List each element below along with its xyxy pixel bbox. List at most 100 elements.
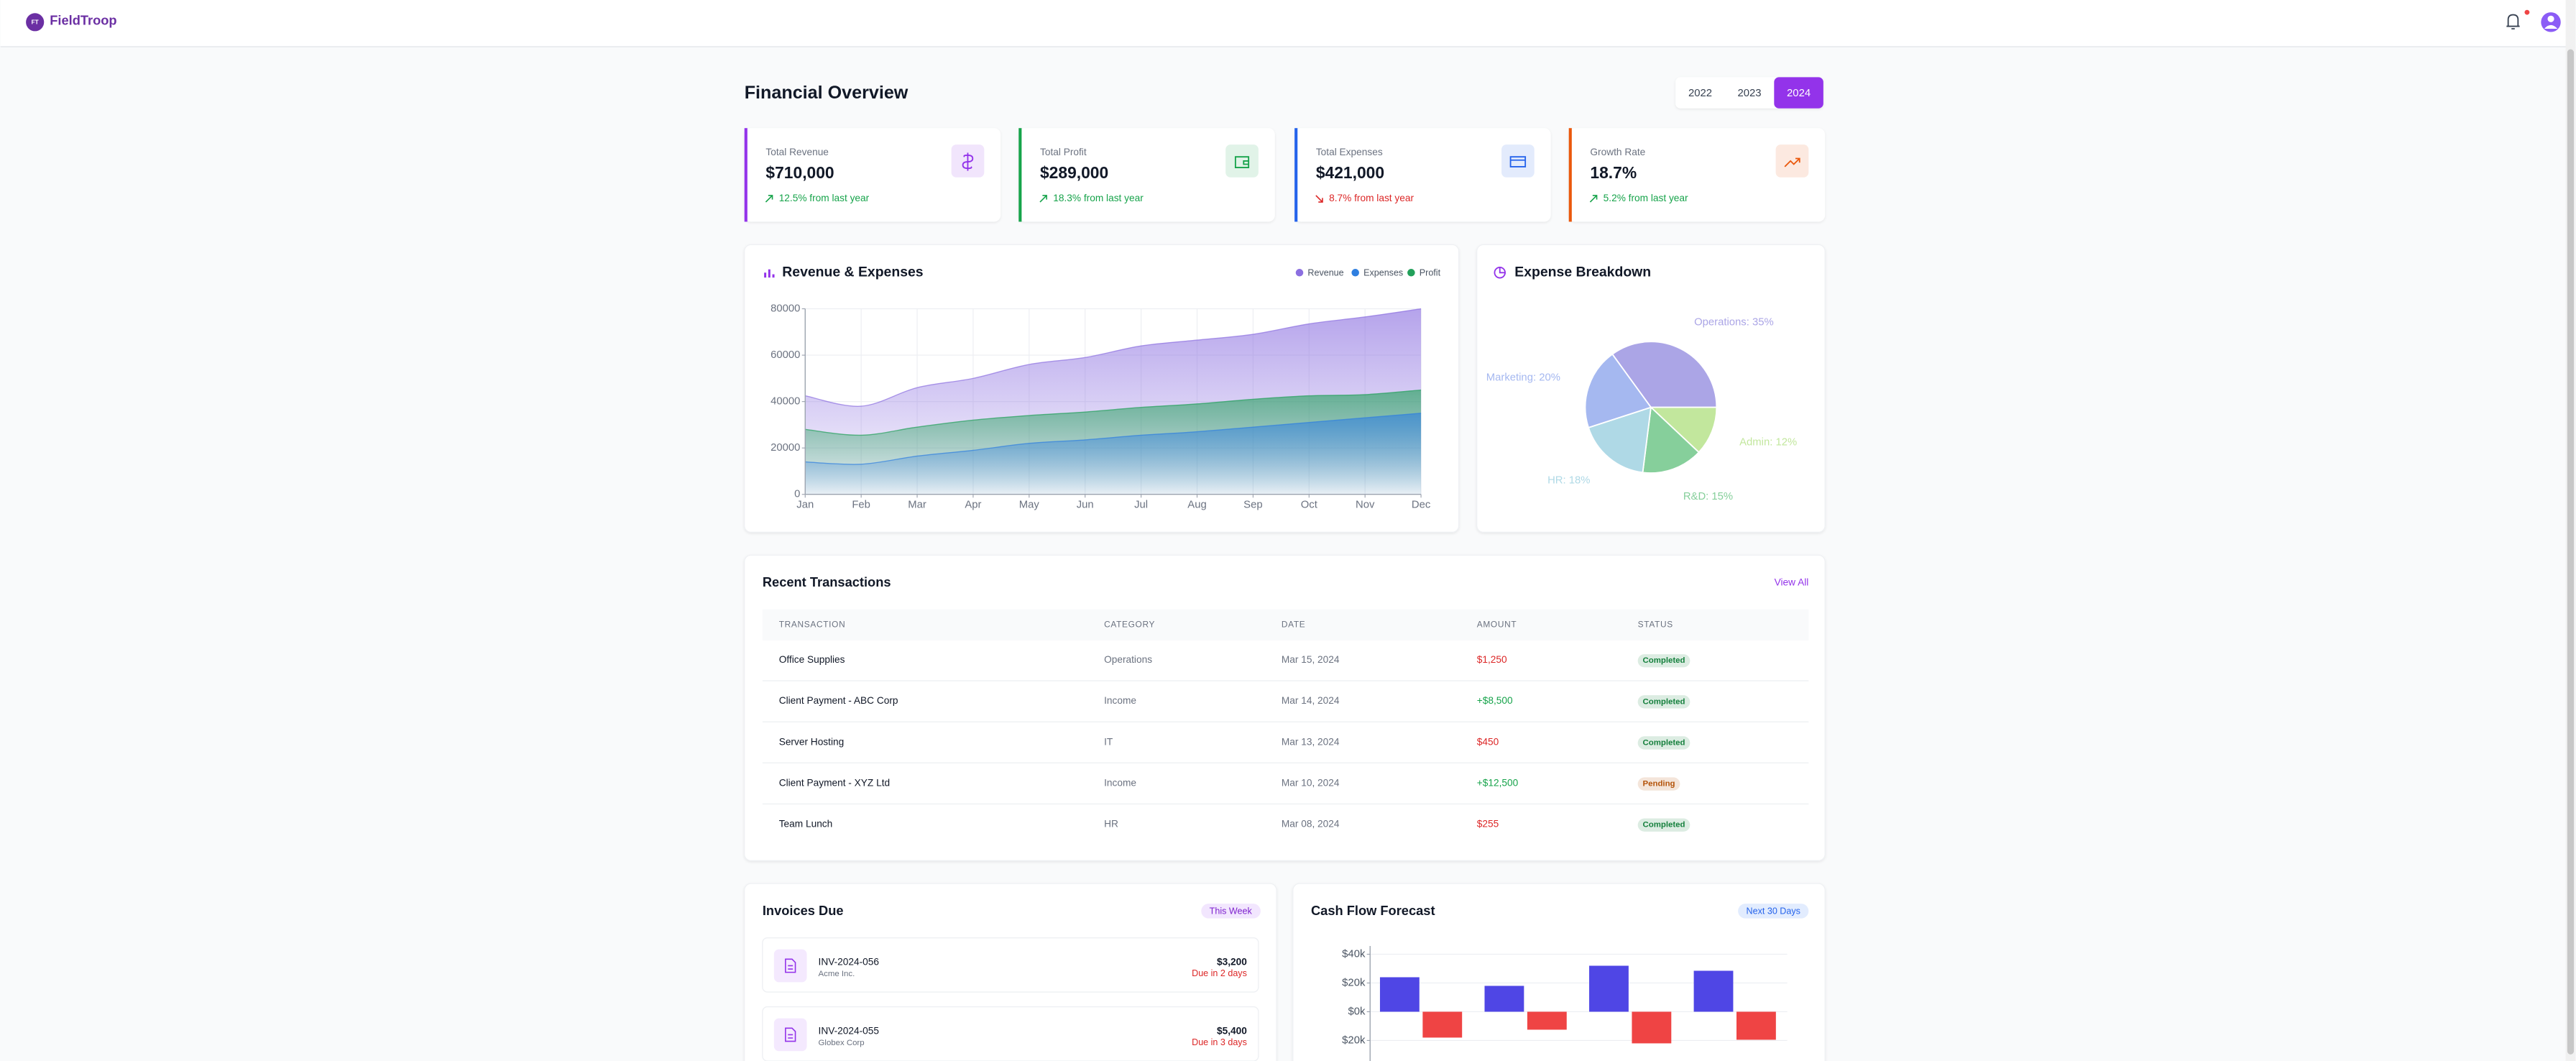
- trend-arrow: [1589, 195, 1598, 203]
- logo-text: FT: [32, 19, 39, 26]
- cell-amount: +$8,500: [1477, 695, 1513, 706]
- kpi-change: 5.2% from last year: [1604, 193, 1688, 203]
- y-tick-label: $20k: [1342, 1034, 1366, 1046]
- y-tick-label: 0: [794, 489, 800, 500]
- kpi-accent: [1294, 128, 1298, 222]
- pie-label: Operations: 35%: [1694, 316, 1774, 328]
- kpi-icon: [962, 152, 974, 171]
- pie-label: R&D: 15%: [1683, 491, 1733, 502]
- invoice-item[interactable]: [762, 1006, 1259, 1061]
- chart-icon: [1499, 267, 1506, 274]
- cell-name: Office Supplies: [779, 654, 845, 665]
- bar: [1527, 1011, 1567, 1030]
- cell-date: Mar 10, 2024: [1282, 777, 1340, 788]
- year-button-active[interactable]: [1774, 77, 1823, 109]
- kpi-change: 8.7% from last year: [1329, 193, 1414, 203]
- invoice-amount: $3,200: [1217, 957, 1247, 968]
- status-badge-text: Completed: [1643, 738, 1685, 747]
- pie-slice: [1642, 405, 1700, 474]
- kpi-change: 18.3% from last year: [1053, 193, 1144, 203]
- view-all-link[interactable]: View All: [1775, 577, 1809, 588]
- status-badge-text: Completed: [1643, 697, 1685, 706]
- pie-label: Admin: 12%: [1739, 436, 1797, 448]
- avatar-head: [2547, 15, 2554, 22]
- bar: [1736, 1011, 1776, 1040]
- status-badge: [1637, 818, 1690, 832]
- x-tick-label: Nov: [1356, 500, 1375, 511]
- y-tick-label: 40000: [770, 396, 800, 408]
- kpi-icon: [1234, 156, 1250, 168]
- area-line: [805, 308, 1422, 407]
- legend-swatch: [1295, 269, 1304, 277]
- legend-swatch: [1351, 269, 1359, 277]
- status-badge-text: Completed: [1643, 821, 1685, 830]
- cell-amount: $1,250: [1477, 654, 1507, 665]
- table-header: [762, 609, 1809, 641]
- cell-date: Mar 14, 2024: [1282, 695, 1340, 706]
- status-badge: [1637, 654, 1690, 668]
- trend-arrow: [1315, 195, 1323, 203]
- page-title: Financial Overview: [745, 83, 908, 103]
- kpi-icon-box: [1501, 144, 1535, 178]
- cell-name: Client Payment - XYZ Ltd: [779, 777, 890, 788]
- x-tick-label: Aug: [1187, 500, 1206, 511]
- kpi-accent: [1568, 128, 1572, 222]
- kpi-icon: [1509, 156, 1527, 167]
- chart-icon: [772, 274, 775, 278]
- kpi-value: 18.7%: [1590, 163, 1637, 182]
- section-title: Invoices Due: [763, 903, 844, 918]
- pie-label: Marketing: 20%: [1486, 372, 1560, 384]
- y-tick-label: 20000: [770, 442, 800, 454]
- y-tick-label: $40k: [1342, 948, 1366, 960]
- kpi-value: $289,000: [1040, 163, 1108, 182]
- cell-category: HR: [1104, 819, 1118, 830]
- kpi-icon: [1784, 157, 1800, 167]
- column-header: AMOUNT: [1477, 620, 1517, 630]
- chart-title: Revenue & Expenses: [782, 264, 923, 280]
- status-badge: [1637, 777, 1680, 791]
- invoice-item[interactable]: [762, 937, 1259, 993]
- x-tick-label: May: [1019, 500, 1040, 511]
- year-button[interactable]: 2024: [1787, 88, 1811, 99]
- kpi-icon-box: [1775, 144, 1809, 178]
- notification-dot: [2524, 9, 2530, 15]
- x-tick-label: Jan: [796, 500, 814, 511]
- cell-amount: +$12,500: [1477, 777, 1519, 788]
- top-nav: [0, 0, 2576, 46]
- year-button[interactable]: 2023: [1738, 88, 1762, 99]
- pie-slice: [1611, 341, 1718, 408]
- status-badge: [1637, 736, 1690, 750]
- x-tick-label: Apr: [965, 500, 981, 511]
- scrollbar-thumb[interactable]: [2567, 49, 2575, 1055]
- kpi-card: [1568, 128, 1826, 222]
- kpi-label: Total Profit: [1040, 147, 1087, 157]
- x-tick-label: Mar: [908, 500, 926, 511]
- x-tick-label: Jun: [1077, 500, 1094, 511]
- bell-icon[interactable]: [2506, 14, 2520, 29]
- chart-title: Expense Breakdown: [1514, 264, 1651, 280]
- cell-amount: $255: [1477, 819, 1499, 830]
- column-header: TRANSACTION: [779, 620, 846, 630]
- status-badge-text: Pending: [1643, 780, 1675, 789]
- kpi-label: Growth Rate: [1590, 147, 1645, 157]
- kpi-change: 12.5% from last year: [779, 193, 870, 203]
- year-button[interactable]: 2022: [1688, 88, 1712, 99]
- kpi-card: [744, 128, 1001, 222]
- legend-label: Expenses: [1363, 267, 1403, 277]
- cell-category: IT: [1104, 736, 1113, 747]
- status-badge-text: Completed: [1643, 656, 1685, 665]
- invoice-icon: [785, 958, 796, 973]
- kpi-card: [1294, 128, 1551, 222]
- brand[interactable]: FieldTroop: [50, 13, 116, 28]
- cell-category: Operations: [1104, 654, 1152, 665]
- x-tick-label: Feb: [852, 500, 870, 511]
- chart-badge-text: Next 30 Days: [1747, 906, 1800, 916]
- cell-name: Server Hosting: [779, 736, 845, 747]
- x-tick-label: Jul: [1134, 500, 1148, 511]
- logo: [26, 13, 45, 32]
- kpi-icon-box: [1225, 144, 1259, 178]
- kpi-label: Total Expenses: [1316, 147, 1383, 157]
- bar: [1379, 977, 1420, 1012]
- y-tick-label: $0k: [1348, 1006, 1366, 1017]
